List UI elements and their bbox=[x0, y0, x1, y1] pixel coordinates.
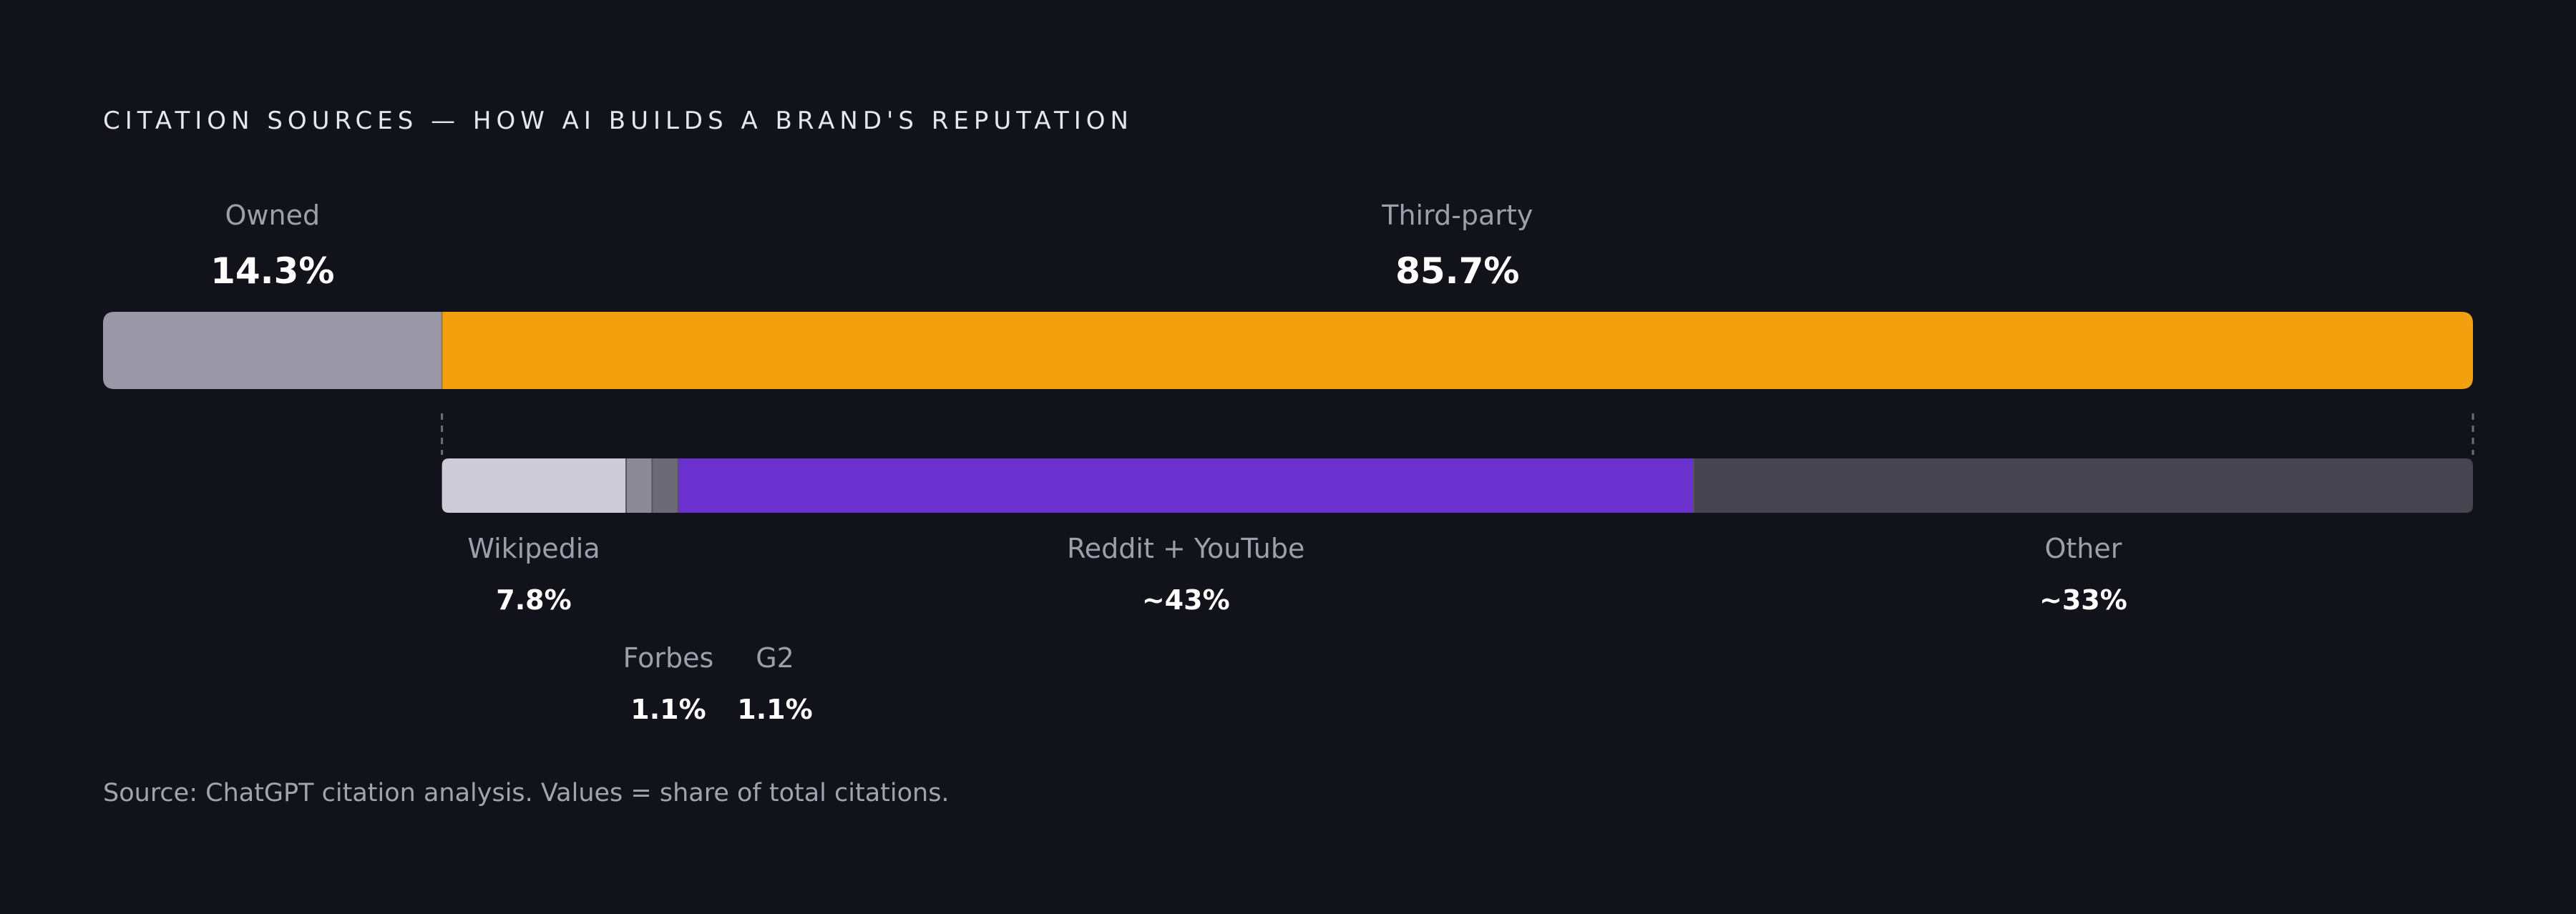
breakdown-label-g2: G2 bbox=[756, 642, 794, 674]
breakdown-bar-wikipedia bbox=[441, 458, 627, 513]
breakdown-value-reddit-and-youtube: ~43% bbox=[1142, 584, 1230, 616]
breakdown-connectors bbox=[441, 413, 2474, 455]
bar-third-party bbox=[441, 312, 2474, 389]
top-bar: Owned 14.3% Third-party 85.7% bbox=[103, 200, 2474, 389]
value-third-party: 85.7% bbox=[1395, 250, 1519, 292]
breakdown-value-other: ~33% bbox=[2039, 584, 2127, 616]
breakdown-label-reddit-and-youtube: Reddit + YouTube bbox=[1067, 533, 1304, 564]
breakdown-bar-forbes bbox=[626, 458, 653, 513]
breakdown-bar-reddit-and-youtube bbox=[678, 458, 1694, 513]
breakdown-label-other: Other bbox=[2044, 533, 2122, 564]
breakdown-bar-other bbox=[1693, 458, 2473, 513]
value-owned: 14.3% bbox=[210, 250, 334, 292]
breakdown-bar: Wikipedia 7.8% Forbes 1.1% G2 1.1% Reddit + Yo… bbox=[441, 458, 2473, 725]
label-third-party: Third-party bbox=[1381, 200, 1533, 231]
label-owned: Owned bbox=[225, 200, 321, 231]
breakdown-value-forbes: 1.1% bbox=[630, 694, 706, 725]
breakdown-value-wikipedia: 7.8% bbox=[496, 584, 571, 616]
breakdown-label-wikipedia: Wikipedia bbox=[467, 533, 600, 564]
bar-owned bbox=[103, 312, 442, 389]
breakdown-bar-g2 bbox=[652, 458, 678, 513]
chart-title: CITATION SOURCES — HOW AI BUILDS A BRAND… bbox=[103, 107, 1133, 135]
source-note: Source: ChatGPT citation analysis. Value… bbox=[103, 779, 950, 807]
breakdown-value-g2: 1.1% bbox=[737, 694, 812, 725]
breakdown-label-forbes: Forbes bbox=[623, 642, 714, 674]
